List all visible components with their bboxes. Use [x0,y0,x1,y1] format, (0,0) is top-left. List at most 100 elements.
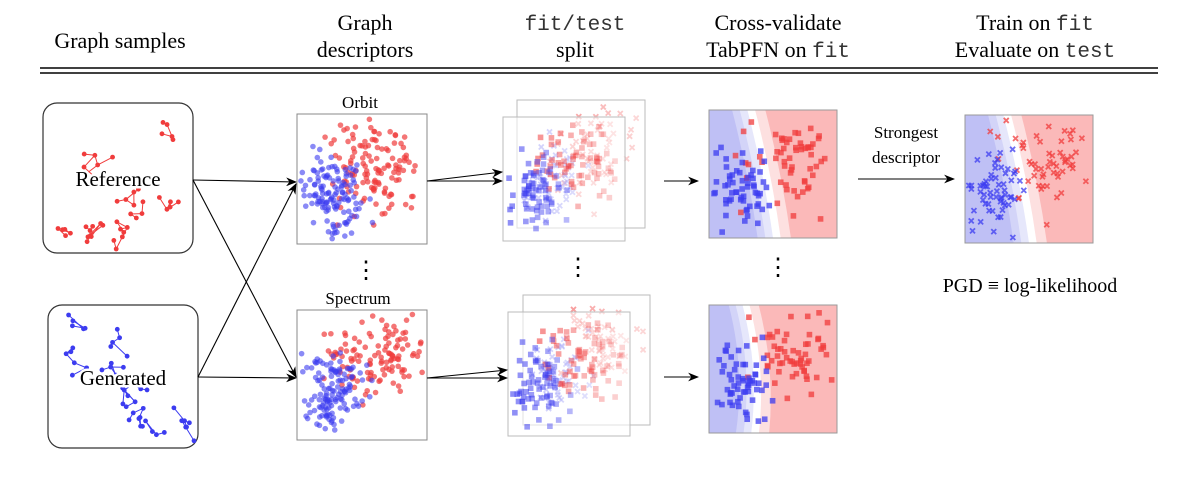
reference-point [355,358,362,365]
reference-point [408,193,415,200]
generated-point [352,206,359,213]
reference-point [1061,159,1069,166]
reference-point [788,167,795,173]
spectrum-scatter [298,311,425,433]
graph-node [130,410,136,416]
reference-point [535,155,541,162]
reference-point [778,149,784,156]
generated-point [304,364,310,371]
generated-point [755,380,762,387]
generated-point [729,190,735,196]
reference-point [350,145,357,152]
reference-point [585,174,591,181]
generated-point [515,398,522,405]
generated-point [528,391,535,398]
generated-point [527,170,534,176]
reference-point [397,157,403,164]
reference-point [371,179,378,185]
graph-edge [85,164,98,175]
generated-point [1001,202,1008,209]
generated-point [759,206,766,213]
reference-point [1049,152,1056,159]
generated-point [736,169,743,176]
generated-point [523,205,530,212]
reference-point [361,195,368,202]
generated-point [991,159,999,167]
generated-point [303,413,309,419]
reference-point [393,162,399,168]
reference-point [790,347,797,354]
generated-point [347,172,354,178]
generated-point [536,187,542,194]
graph-node [63,233,68,239]
generated-point [543,149,550,156]
generated-point [525,190,532,197]
reference-point [389,368,395,374]
reference-point [600,103,607,111]
reference-point [589,305,596,312]
generated-point [519,339,526,345]
generated-point [533,225,539,232]
generated-point [337,358,343,365]
graph-node [71,360,77,366]
generated-point [529,206,536,212]
graph-node [69,372,75,378]
reference-point [342,341,349,347]
generated-point [969,227,976,234]
reference-point [562,169,568,176]
reference-point [616,363,622,370]
reference-point [772,380,778,386]
reference-point [592,334,598,341]
reference-point [795,350,802,356]
generated-point [548,199,555,206]
reference-point [406,373,412,379]
reference-point [388,201,395,208]
graph-node [149,429,155,435]
reference-point [373,201,379,207]
graph-node [95,162,101,168]
generated-point [324,399,331,405]
reference-point [576,172,582,179]
generated-point [314,154,321,161]
reference-point [565,388,572,395]
reference-point [1045,123,1052,130]
reference-point [389,155,396,162]
generated-point [727,176,733,182]
graph-edge [125,188,139,200]
generated-point [718,144,724,151]
reference-point [617,352,623,359]
generated-point [310,143,316,150]
reference-point [570,361,577,367]
graph-node [124,225,130,230]
reference-point [821,155,828,162]
reference-point [537,134,544,141]
generated-point [1002,191,1009,199]
generated-point [742,409,749,416]
generated-point [350,177,357,183]
generated-point [507,206,513,213]
generated-point [527,367,533,374]
generated-point [323,412,329,418]
graph-node [156,195,162,200]
generated-point [727,391,734,397]
graph-node [120,364,126,370]
reference-point [795,130,802,137]
generated-point [524,423,530,430]
reference-point [612,158,618,164]
reference-point [764,362,771,369]
graph-node [171,405,177,411]
generated-point [324,218,330,224]
generated-point [529,180,535,186]
header-evaluate-on-test: Evaluate on test [955,37,1115,64]
generated-point [345,208,352,215]
graph-node [81,164,87,170]
reference-point [354,352,360,358]
reference-point [400,167,407,174]
reference-point [775,346,781,352]
graph-node [160,120,166,125]
reference-point [386,205,392,211]
generated-point [716,357,723,363]
graph-node [120,385,126,391]
reference-point [402,329,409,336]
reference-point [789,164,795,170]
